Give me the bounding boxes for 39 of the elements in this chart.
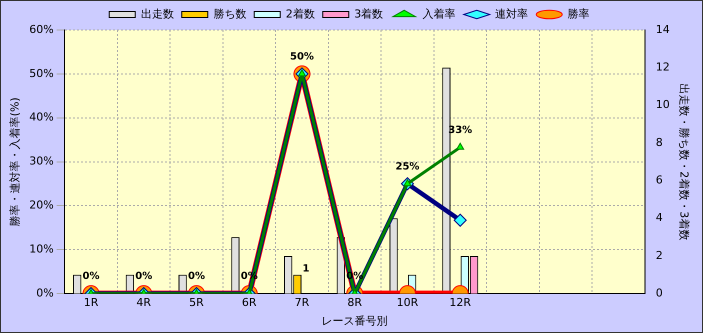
y-tick-label: 40%	[29, 110, 54, 124]
legend-label: 3着数	[354, 7, 384, 20]
data-label: 50%	[290, 52, 314, 63]
y-tick-label: 30%	[29, 154, 54, 168]
x-tick-label: 6R	[242, 296, 257, 310]
y2-tick-label: 4	[656, 211, 663, 224]
x-tick-label: 10R	[396, 296, 419, 310]
legend-label: 入着率	[422, 7, 456, 20]
data-label: 1	[302, 263, 310, 274]
x-tick-label: 5R	[189, 296, 204, 310]
x-axis-title: レース番号別	[322, 314, 388, 328]
y-tick-label: 50%	[29, 66, 54, 80]
legend-label: 出走数	[140, 7, 174, 20]
x-tick-label: 8R	[347, 296, 362, 310]
data-label: 0%	[135, 271, 152, 282]
x-tick-label: 1R	[84, 296, 99, 310]
legend-label: 連対率	[495, 7, 528, 20]
y2-tick-label: 0	[656, 286, 663, 300]
y-tick-label: 0%	[36, 286, 54, 300]
y2-tick-label: 6	[656, 173, 663, 186]
y2-axis-title: 出走数・勝ち数・2着数・3着数	[678, 83, 691, 240]
data-label: 0%	[82, 271, 100, 282]
data-label: 0%	[188, 271, 205, 282]
y2-tick-label: 8	[656, 136, 663, 149]
y-tick-label: 10%	[29, 242, 54, 256]
y2-tick-label: 12	[656, 60, 670, 74]
y-axis-title: 勝率・連対率・入着率(%)	[8, 97, 22, 226]
data-label: 25%	[396, 161, 420, 172]
y-tick-label: 20%	[29, 198, 54, 212]
y2-tick-label: 10	[656, 98, 670, 112]
legend-label: 勝ち数	[213, 7, 246, 20]
y-tick-label: 60%	[29, 22, 54, 36]
y2-tick-label: 2	[656, 248, 663, 262]
x-tick-label: 7R	[294, 296, 310, 310]
legend-label: 2着数	[286, 7, 315, 20]
x-tick-label: 4R	[136, 296, 152, 310]
y2-tick-label: 14	[656, 22, 670, 36]
x-tick-label: 12R	[449, 296, 472, 310]
legend-label: 勝率	[568, 7, 590, 20]
